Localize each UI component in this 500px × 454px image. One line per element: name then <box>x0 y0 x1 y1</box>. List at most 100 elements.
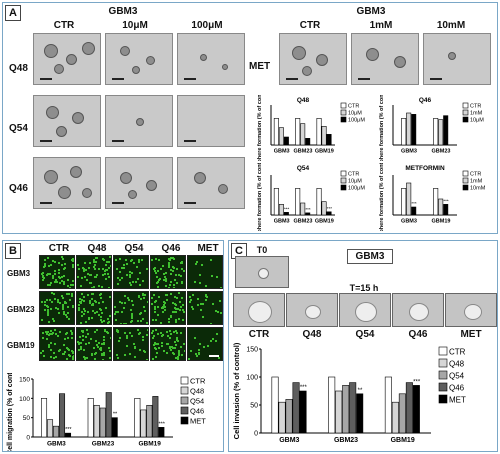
x-tick-label: GBM19 <box>138 441 161 448</box>
bar-gbm3-10mm <box>411 206 417 216</box>
bar-gbm19-100μm <box>326 211 332 216</box>
bar-gbm3-ctr <box>271 376 279 434</box>
significance-label: *** <box>305 207 311 212</box>
y-tick-label: 100 <box>19 396 30 403</box>
x-tick-label: GBM3 <box>401 149 417 155</box>
dish-t0 <box>235 256 289 288</box>
y-tick-label: 0 <box>254 431 258 438</box>
dish-label-q54: Q54 <box>355 329 375 340</box>
y-axis-label: Cell migration (% of control) <box>7 373 14 451</box>
bar-gbm3-ctr <box>273 118 279 146</box>
migration-image-gbm19-ctr <box>39 327 75 361</box>
chart-invasion: Cell invasion (% of control) 0 50 100 150 GBM… <box>232 342 466 444</box>
bar-gbm23-q46 <box>105 392 112 438</box>
chart-q48: Sphere formation (% of control) GBM3 GBM23… <box>257 95 365 161</box>
micrograph-q46-ctr <box>33 157 101 209</box>
legend-label: Q46 <box>190 407 204 416</box>
bar-gbm23-met <box>111 417 118 438</box>
row-label-q46: Q46 <box>9 183 28 194</box>
legend-label: CTR <box>348 172 359 178</box>
x-tick-label: GBM3 <box>401 219 417 225</box>
panel-a-right-title: GBM3 <box>356 6 386 17</box>
legend-swatch <box>438 358 448 368</box>
micrograph-q48-100um <box>177 33 245 85</box>
legend-label: Q54 <box>190 397 204 406</box>
migration-image-gbm19-q54 <box>113 327 149 361</box>
b-col-header-ctr: CTR <box>48 243 70 254</box>
legend-swatch <box>180 386 189 395</box>
bar-gbm19-10μm <box>321 126 327 146</box>
migration-image-gbm23-ctr <box>39 291 75 325</box>
y-axis-label: Cell invasion (% of control) <box>232 342 241 439</box>
bar-gbm3-10μm <box>411 114 417 146</box>
bar-gbm23-q48 <box>93 404 100 438</box>
migration-image-gbm3-q54 <box>113 255 149 289</box>
significance-label: *** <box>413 379 421 385</box>
b-row-label-gbm23: GBM23 <box>7 305 35 314</box>
b-row-label-gbm3: GBM3 <box>7 269 31 278</box>
x-tick-label: GBM19 <box>315 149 334 155</box>
dish-label-ctr: CTR <box>248 329 270 340</box>
bar-gbm19-ctr <box>433 188 439 216</box>
legend-label: 1mM <box>470 179 483 185</box>
y-axis-label: Sphere formation (% of control) <box>379 95 385 161</box>
legend-swatch <box>462 109 469 116</box>
dish-label-q48: Q48 <box>302 329 322 340</box>
bar-gbm3-q54 <box>53 425 60 438</box>
migration-image-gbm23-q46 <box>150 291 186 325</box>
legend-swatch <box>180 406 189 415</box>
b-col-header-q54: Q54 <box>124 243 144 254</box>
bar-gbm3-1mm <box>406 112 412 146</box>
legend-label: CTR <box>190 377 206 386</box>
bar-gbm3-10μm <box>278 127 284 146</box>
bar-gbm3-ctr <box>401 188 407 216</box>
x-tick-label: GBM23 <box>294 149 313 155</box>
col-header-ctr-right: CTR <box>299 20 321 31</box>
y-tick-label: 0 <box>26 435 30 442</box>
bar-gbm3-ctr <box>401 118 407 146</box>
x-tick-label: GBM3 <box>274 219 290 225</box>
panel-c-title: GBM3 <box>347 249 393 264</box>
micrograph-q54-10um <box>105 95 173 147</box>
legend-label: Q46 <box>449 384 465 393</box>
x-tick-label: GBM3 <box>279 437 299 444</box>
col-header-10mm: 10mM <box>436 20 466 31</box>
migration-image-gbm19-q48 <box>76 327 112 361</box>
col-header-1mm: 1mM <box>369 20 393 31</box>
bar-gbm19-met <box>158 427 165 438</box>
x-tick-label: GBM19 <box>315 219 334 225</box>
micrograph-q48-10um <box>105 33 173 85</box>
legend-swatch <box>180 416 189 425</box>
legend-swatch <box>340 184 347 191</box>
x-tick-label: GBM23 <box>334 437 358 444</box>
y-tick-label: 50 <box>250 403 258 410</box>
legend-swatch <box>438 370 448 380</box>
legend-label: Q48 <box>449 360 465 369</box>
legend-label: MET <box>190 417 206 426</box>
col-header-ctr-left: CTR <box>53 20 75 31</box>
bar-gbm19-10μm <box>321 201 327 216</box>
panel-b-label: B <box>5 243 21 259</box>
legend-label: CTR <box>470 172 481 178</box>
y-tick-label: 100 <box>246 375 258 382</box>
t15-label: T=15 h <box>349 283 379 293</box>
legend-swatch <box>438 382 448 392</box>
bar-gbm23-met <box>356 393 364 434</box>
significance-label: *** <box>158 421 165 427</box>
bar-gbm3-met <box>65 432 72 438</box>
t0-label: T0 <box>256 245 268 255</box>
col-header-100um: 100μM <box>191 20 223 31</box>
micrograph-q54-ctr <box>33 95 101 147</box>
migration-image-gbm23-q48 <box>76 291 112 325</box>
bar-gbm19-q46 <box>405 382 413 434</box>
legend-label: 10μM <box>348 179 362 185</box>
bar-gbm23-ctr <box>328 376 336 434</box>
chart-title: Q46 <box>419 97 432 104</box>
b-col-header-q48: Q48 <box>87 243 107 254</box>
legend-label: Q48 <box>190 387 204 396</box>
micrograph-met-ctr <box>279 33 347 85</box>
bar-gbm23-ctr <box>295 188 301 216</box>
dish-q48 <box>286 293 338 327</box>
bar-gbm19-q54 <box>398 393 406 434</box>
b-col-header-met: MET <box>197 243 219 254</box>
